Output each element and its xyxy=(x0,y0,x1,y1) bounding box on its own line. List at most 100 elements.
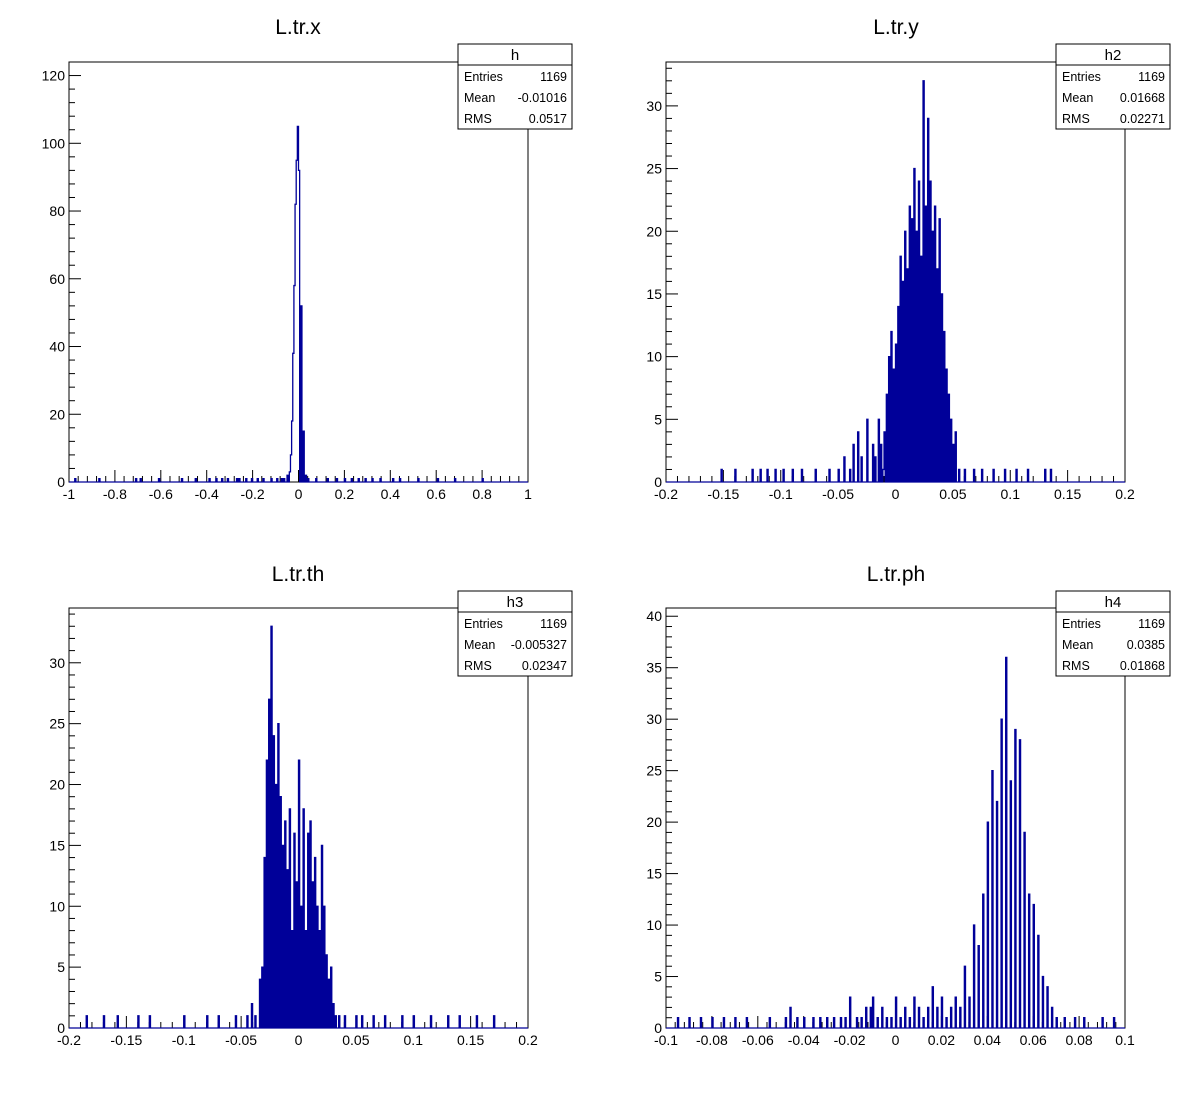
x-tick-label: 0.4 xyxy=(381,486,401,502)
stats-mean-value: -0.005327 xyxy=(511,638,567,652)
stats-rms-value: 0.02271 xyxy=(1120,112,1165,126)
y-tick-label: 0 xyxy=(57,474,65,490)
x-tick-label: -0.04 xyxy=(788,1032,820,1048)
y-tick-label: 15 xyxy=(49,837,65,853)
x-tick-label: -0.15 xyxy=(110,1032,142,1048)
x-tick-label: -0.05 xyxy=(822,486,854,502)
y-tick-label: 5 xyxy=(57,959,65,975)
x-tick-label: 0.04 xyxy=(974,1032,1001,1048)
x-tick-label: -1 xyxy=(63,486,76,502)
stats-mean-label: Mean xyxy=(1062,638,1093,652)
stats-mean-label: Mean xyxy=(1062,91,1093,105)
histogram-panel-ltrx: L.tr.x 0 20 40 60 80 100 120 -1 -0.8 -0.6 -0.4 -0.… xyxy=(42,16,573,502)
y-tick-labels: 0 5 10 15 20 25 30 xyxy=(49,655,65,1036)
x-tick-label: -0.1 xyxy=(172,1032,196,1048)
stats-box[interactable]: h4 Entries 1169 Mean 0.0385 RMS 0.01868 xyxy=(1055,590,1171,677)
y-tick-label: 10 xyxy=(646,917,662,933)
stats-entries-value: 1169 xyxy=(540,70,567,84)
x-tick-label: -0.1 xyxy=(654,1032,678,1048)
y-tick-label: 35 xyxy=(646,660,662,676)
stats-mean-value: 0.0385 xyxy=(1127,638,1165,652)
stats-rms-value: 0.01868 xyxy=(1120,659,1165,673)
stats-box[interactable]: h2 Entries 1169 Mean 0.01668 RMS 0.02271 xyxy=(1055,43,1171,130)
y-tick-label: 30 xyxy=(646,98,662,114)
axis-ticks xyxy=(665,615,1126,1029)
x-tick-label: 1 xyxy=(524,486,532,502)
stats-rms-value: 0.0517 xyxy=(529,112,567,126)
y-tick-label: 25 xyxy=(646,763,662,779)
y-tick-label: 80 xyxy=(49,203,65,219)
x-tick-label: -0.05 xyxy=(225,1032,257,1048)
y-tick-label: 25 xyxy=(49,716,65,732)
stats-entries-label: Entries xyxy=(1062,70,1101,84)
chart-title: L.tr.x xyxy=(275,16,321,39)
stats-mean-value: 0.01668 xyxy=(1120,91,1165,105)
y-tick-label: 20 xyxy=(49,406,65,422)
y-tick-label: 0 xyxy=(57,1020,65,1036)
stats-entries-value: 1169 xyxy=(1138,617,1165,631)
y-tick-label: 40 xyxy=(646,608,662,624)
x-tick-label: 0.06 xyxy=(1020,1032,1047,1048)
x-tick-label: 0.1 xyxy=(404,1032,424,1048)
y-tick-label: 20 xyxy=(49,777,65,793)
y-tick-label: 15 xyxy=(646,286,662,302)
x-tick-label: 0.15 xyxy=(457,1032,484,1048)
x-tick-label: 0.1 xyxy=(1001,486,1021,502)
stats-name: h2 xyxy=(1105,47,1122,64)
y-tick-label: 30 xyxy=(49,655,65,671)
stats-name: h4 xyxy=(1105,594,1122,611)
y-tick-label: 25 xyxy=(646,161,662,177)
x-tick-label: -0.2 xyxy=(654,486,678,502)
y-tick-label: 40 xyxy=(49,339,65,355)
x-tick-label: -0.2 xyxy=(57,1032,81,1048)
x-tick-label: 0.2 xyxy=(1115,486,1135,502)
x-tick-label: 0.05 xyxy=(939,486,966,502)
y-tick-labels: 0 5 10 15 20 25 30 35 40 xyxy=(646,608,662,1036)
x-tick-label: 0.02 xyxy=(928,1032,955,1048)
histogram-line xyxy=(69,125,528,483)
x-tick-label: 0 xyxy=(892,1032,900,1048)
x-tick-label: 0.6 xyxy=(426,486,446,502)
stats-mean-label: Mean xyxy=(464,638,495,652)
x-tick-label: -0.06 xyxy=(742,1032,774,1048)
stats-entries-value: 1169 xyxy=(540,617,567,631)
x-tick-label: -0.2 xyxy=(241,486,265,502)
histogram-line xyxy=(666,656,1125,1029)
stats-entries-value: 1169 xyxy=(1138,70,1165,84)
y-tick-label: 0 xyxy=(654,1020,662,1036)
x-tick-label: 0.2 xyxy=(335,486,355,502)
stats-entries-label: Entries xyxy=(1062,617,1101,631)
x-tick-label: 0.05 xyxy=(342,1032,369,1048)
x-tick-label: 0.2 xyxy=(518,1032,538,1048)
stats-box[interactable]: h Entries 1169 Mean -0.01016 RMS 0.0517 xyxy=(457,43,573,130)
stats-rms-label: RMS xyxy=(1062,112,1090,126)
x-tick-label: -0.08 xyxy=(696,1032,728,1048)
x-tick-label: 0 xyxy=(295,1032,303,1048)
x-tick-labels: -0.2 -0.15 -0.1 -0.05 0 0.05 0.1 0.15 0.2 xyxy=(654,486,1135,502)
x-tick-labels: -0.2 -0.15 -0.1 -0.05 0 0.05 0.1 0.15 0.2 xyxy=(57,1032,538,1048)
x-tick-label: 0.08 xyxy=(1065,1032,1092,1048)
y-tick-label: 5 xyxy=(654,411,662,427)
x-tick-label: 0.15 xyxy=(1054,486,1081,502)
stats-box[interactable]: h3 Entries 1169 Mean -0.005327 RMS 0.023… xyxy=(457,590,573,677)
y-tick-label: 30 xyxy=(646,711,662,727)
y-tick-label: 10 xyxy=(49,898,65,914)
chart-title: L.tr.ph xyxy=(867,563,925,586)
y-tick-label: 20 xyxy=(646,223,662,239)
stats-rms-label: RMS xyxy=(1062,659,1090,673)
stats-entries-label: Entries xyxy=(464,617,503,631)
stats-name: h xyxy=(511,47,519,64)
histogram-panel-ltrth: L.tr.th 0 5 10 15 20 25 30 -0.2 -0.15 -0.1 -0.05 0… xyxy=(49,563,573,1048)
histogram-line xyxy=(666,80,1125,483)
y-tick-labels: 0 5 10 15 20 25 30 xyxy=(646,98,662,490)
x-tick-label: -0.8 xyxy=(103,486,127,502)
y-tick-labels: 0 20 40 60 80 100 120 xyxy=(42,68,66,490)
chart-title: L.tr.y xyxy=(873,16,919,39)
y-tick-label: 10 xyxy=(646,349,662,365)
y-tick-label: 5 xyxy=(654,969,662,985)
y-tick-label: 120 xyxy=(42,68,66,84)
chart-title: L.tr.th xyxy=(272,563,325,586)
